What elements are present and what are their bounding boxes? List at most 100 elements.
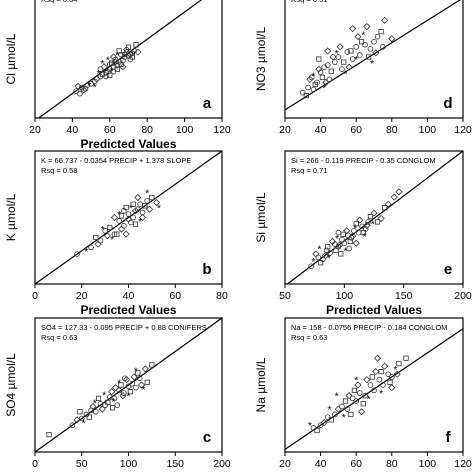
panel-letter: c xyxy=(203,429,211,446)
point-square xyxy=(403,355,409,361)
x-tick-label: 50 xyxy=(279,290,291,302)
point-square xyxy=(46,431,52,438)
point-star: * xyxy=(343,245,347,257)
panel-letter: b xyxy=(202,261,211,278)
point-circle xyxy=(128,219,134,226)
point-square xyxy=(382,205,388,211)
point-star: * xyxy=(354,54,358,66)
rsq-text: Rsq = 0.63 xyxy=(291,333,327,342)
x-tick-label: 120 xyxy=(454,124,472,136)
point-star: * xyxy=(126,391,130,403)
point-diamond xyxy=(328,237,337,246)
y-axis-label: K µmol/L xyxy=(4,193,18,241)
panel-letter: d xyxy=(443,95,452,112)
point-star: * xyxy=(93,81,97,93)
point-circle xyxy=(367,382,374,388)
point-circle xyxy=(371,38,377,45)
point-star: * xyxy=(327,252,331,264)
point-star: * xyxy=(370,58,374,70)
point-diamond xyxy=(363,221,371,230)
point-circle xyxy=(376,376,383,383)
point-square xyxy=(353,221,359,227)
point-diamond xyxy=(117,225,126,233)
x-tick-label: 100 xyxy=(336,290,354,302)
point-diamond xyxy=(73,416,81,424)
point-square xyxy=(366,54,372,60)
point-circle xyxy=(116,387,122,394)
point-diamond xyxy=(357,408,366,416)
point-square xyxy=(118,382,124,388)
point-star: * xyxy=(117,209,121,221)
point-square xyxy=(328,68,334,74)
point-diamond xyxy=(131,207,140,215)
point-circle xyxy=(374,33,381,40)
point-square xyxy=(99,71,105,77)
point-diamond xyxy=(388,35,396,43)
y-axis-label: SO4 µmol/L xyxy=(4,353,18,417)
point-circle xyxy=(362,392,368,399)
x-tick-label: 40 xyxy=(315,124,327,136)
rsq-text: Rsq = 0.64 xyxy=(41,0,77,4)
x-axis-label: Predicted Values xyxy=(326,303,422,317)
point-star: * xyxy=(322,83,326,95)
point-circle xyxy=(388,374,395,380)
x-tick-label: 40 xyxy=(315,458,327,470)
point-circle xyxy=(356,390,363,396)
point-diamond xyxy=(111,58,119,66)
x-axis-label: Predicted Values xyxy=(80,137,176,151)
point-circle xyxy=(137,201,143,208)
regression-line xyxy=(285,0,461,111)
point-circle xyxy=(299,89,306,96)
point-diamond xyxy=(126,50,134,59)
point-square xyxy=(319,74,325,80)
panel-letter: e xyxy=(444,261,452,278)
point-diamond xyxy=(134,48,142,56)
point-diamond xyxy=(345,63,353,71)
point-diamond xyxy=(103,232,112,240)
point-square xyxy=(130,201,136,207)
x-tick-label: 60 xyxy=(350,458,362,470)
point-circle xyxy=(102,228,108,234)
point-circle xyxy=(77,90,83,97)
y-axis-label: Cl µmol/L xyxy=(4,33,18,84)
point-diamond xyxy=(324,47,332,55)
point-star: * xyxy=(115,50,119,62)
x-tick-label: 120 xyxy=(454,458,472,470)
point-diamond xyxy=(336,241,344,249)
point-star: * xyxy=(353,222,357,234)
x-tick-label: 50 xyxy=(76,458,88,470)
point-star: * xyxy=(362,231,366,243)
x-tick-label: 80 xyxy=(141,124,153,136)
point-star: * xyxy=(101,224,105,236)
point-circle xyxy=(327,250,333,256)
point-circle xyxy=(310,86,317,93)
point-star: * xyxy=(106,54,110,66)
point-circle xyxy=(339,236,345,243)
x-axis-label: Predicted Values xyxy=(80,303,176,317)
point-circle xyxy=(344,49,351,55)
point-diamond xyxy=(363,376,371,384)
point-diamond xyxy=(119,63,127,71)
x-tick-label: 20 xyxy=(279,458,291,470)
point-diamond xyxy=(110,213,119,222)
x-tick-label: 20 xyxy=(29,124,41,136)
x-tick-label: 40 xyxy=(67,124,79,136)
point-diamond xyxy=(345,392,353,400)
point-circle xyxy=(114,402,121,408)
point-square xyxy=(144,379,150,385)
point-diamond xyxy=(381,16,389,24)
point-diamond xyxy=(104,68,112,76)
point-diamond xyxy=(384,200,392,208)
point-circle xyxy=(353,44,360,50)
point-square xyxy=(105,399,111,406)
point-star: * xyxy=(335,391,339,403)
x-tick-label: 80 xyxy=(386,124,398,136)
point-circle xyxy=(97,237,104,244)
point-square xyxy=(114,231,120,237)
point-circle xyxy=(130,214,136,221)
point-circle xyxy=(121,390,127,396)
regression-line xyxy=(35,151,222,284)
point-star: * xyxy=(110,234,114,246)
point-diamond xyxy=(343,227,351,235)
